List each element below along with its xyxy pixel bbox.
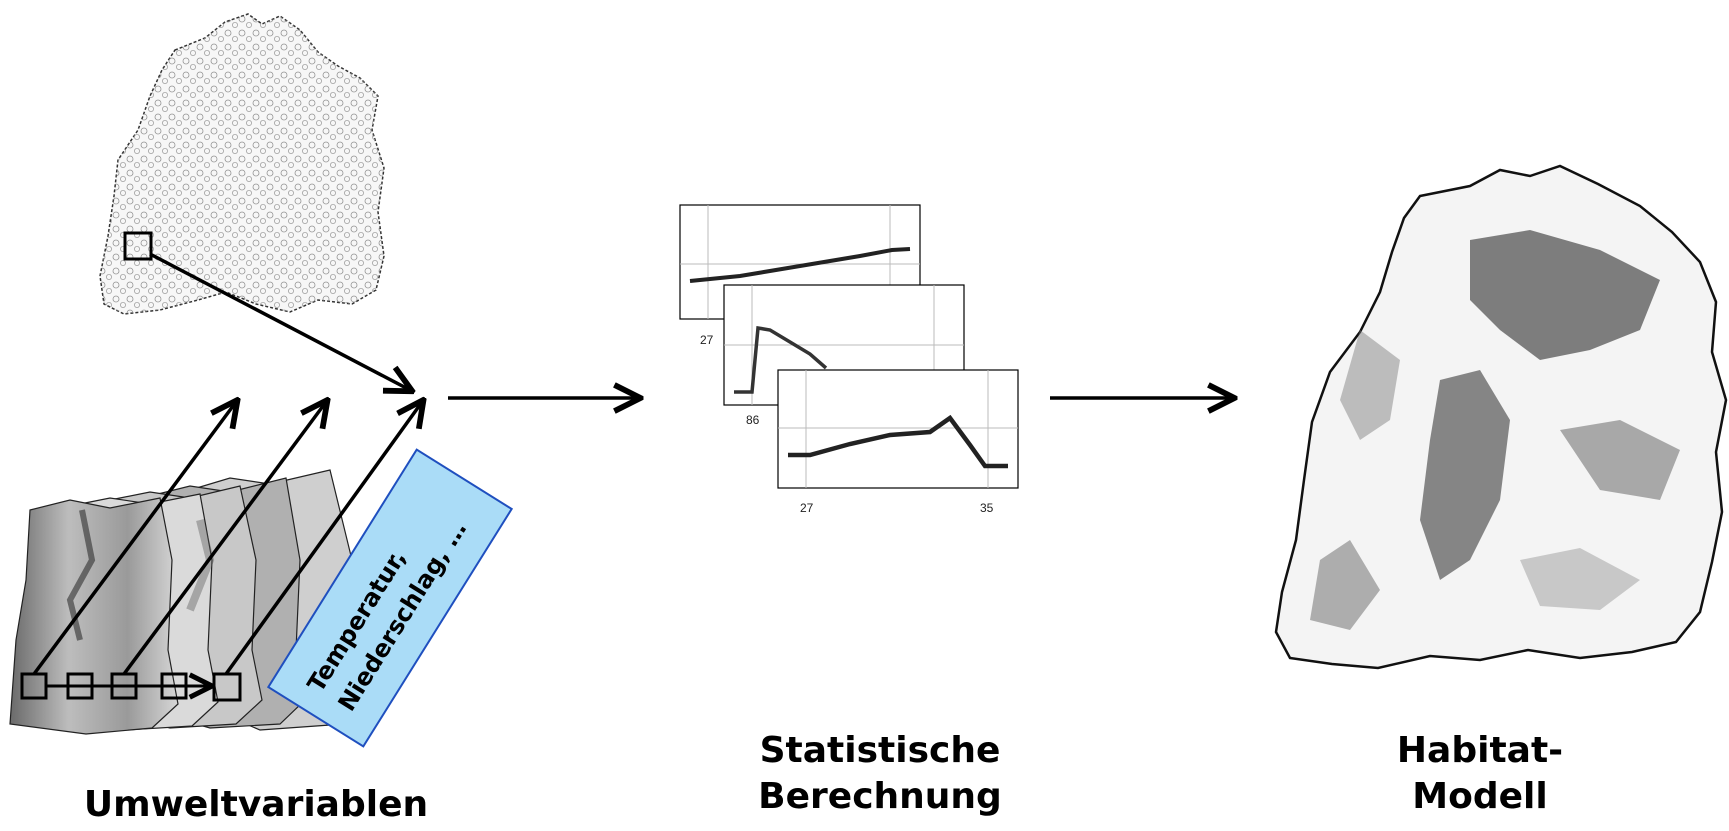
curve1-tick-left: 27 bbox=[700, 333, 714, 347]
occurrence-arrow bbox=[149, 252, 410, 390]
curve3-tick-right: 35 bbox=[980, 501, 994, 515]
habitat-model-map bbox=[1274, 164, 1728, 670]
curve2-tick-left: 86 bbox=[746, 413, 760, 427]
layer-arrows bbox=[32, 252, 422, 676]
caption-model-line2: Modell bbox=[1412, 776, 1548, 817]
curve3-tick-left: 27 bbox=[800, 501, 814, 515]
caption-statistics-line1: Statistische bbox=[759, 730, 1001, 771]
caption-model: Habitat- Modell bbox=[1380, 728, 1580, 820]
caption-statistics: Statistische Berechnung bbox=[720, 728, 1040, 820]
caption-inputs: Umweltvariablen bbox=[83, 784, 429, 825]
environmental-layers bbox=[9, 469, 357, 735]
occurrence-map bbox=[99, 13, 385, 315]
sample-cell-marker bbox=[123, 231, 153, 261]
response-curve-3: 27 35 bbox=[777, 369, 1019, 515]
caption-statistics-line2: Berechnung bbox=[758, 776, 1002, 817]
caption-model-line1: Habitat- bbox=[1396, 730, 1564, 771]
